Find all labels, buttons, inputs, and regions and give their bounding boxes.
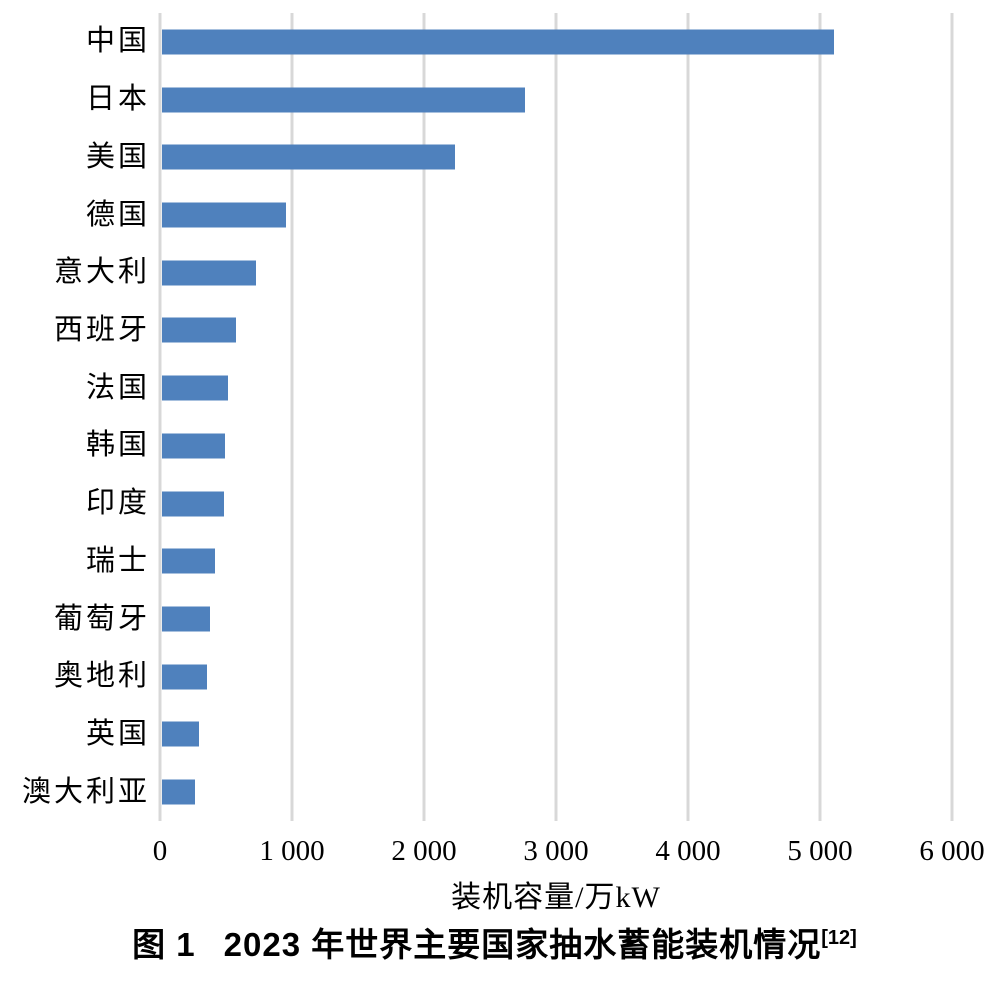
bar-track [162,590,954,648]
capacity-bar [162,606,211,632]
bar-track [162,417,954,475]
gridline-1000 [290,13,294,821]
x-tick-label: 4 000 [655,835,721,867]
x-axis-ticks: 0 1 000 2 000 3 000 4 000 5 000 6 000 [153,833,985,869]
bar-row: 英国 [0,706,989,764]
x-tick-label: 0 [152,835,168,867]
bar-track [162,359,954,417]
category-label: 印度 [85,487,150,520]
category-label: 葡萄牙 [53,602,150,635]
caption-text: 2023 年世界主要国家抽水蓄能装机情况 [223,926,822,963]
bar-track [162,532,954,590]
bar-track [162,128,954,186]
bar-row: 法国 [0,359,989,417]
bar-row: 德国 [0,186,989,244]
bar-row: 印度 [0,475,989,533]
x-tick-label: 1 000 [259,835,325,867]
figure-caption: 图 1 2023 年世界主要国家抽水蓄能装机情况[12] [0,918,989,966]
caption-citation: [12] [821,927,857,949]
capacity-bar [162,548,215,574]
capacity-bar [162,87,525,113]
gridline-3000 [554,13,558,821]
capacity-bar [162,721,199,747]
bar-row: 西班牙 [0,302,989,360]
capacity-bar [162,433,225,459]
bar-track [162,244,954,302]
capacity-bar [162,29,835,55]
category-label: 瑞士 [85,544,150,577]
x-axis-title: 装机容量/万kW [451,881,661,914]
capacity-bar [162,491,225,517]
gridline-4000 [686,13,690,821]
gridline-0 [158,13,162,821]
capacity-bar [162,144,456,170]
plot-area [158,13,954,821]
gridline-5000 [818,13,822,821]
category-label: 韩国 [85,429,150,462]
caption-label: 图 1 [132,926,196,963]
capacity-bar [162,779,195,805]
category-label: 中国 [85,25,150,58]
category-label: 日本 [85,83,150,116]
bar-track [162,186,954,244]
x-tick-label: 3 000 [523,835,589,867]
category-label: 澳大利亚 [21,775,150,808]
bar-row: 意大利 [0,244,989,302]
capacity-bar [162,375,228,401]
category-label: 奥地利 [53,660,150,693]
bar-track [162,763,954,821]
category-label: 意大利 [53,256,150,289]
x-tick-label: 5 000 [787,835,853,867]
bar-track [162,13,954,71]
bar-row: 中国 [0,13,989,71]
category-label: 德国 [85,198,150,231]
capacity-bar [162,664,207,690]
bar-row: 葡萄牙 [0,590,989,648]
bar-row: 瑞士 [0,532,989,590]
category-label: 美国 [85,140,150,173]
bar-track [162,71,954,129]
bar-row: 澳大利亚 [0,763,989,821]
bar-track [162,648,954,706]
capacity-bar [162,202,287,228]
bar-row: 韩国 [0,417,989,475]
gridline-6000 [950,13,954,821]
x-tick-label: 2 000 [391,835,457,867]
category-label: 法国 [85,371,150,404]
capacity-bar [162,317,236,343]
category-label: 西班牙 [53,313,150,346]
bar-row: 日本 [0,71,989,129]
gridline-2000 [422,13,426,821]
bar-row: 奥地利 [0,648,989,706]
bar-row: 美国 [0,128,989,186]
category-label: 英国 [85,717,150,750]
bar-rows: 中国日本美国德国意大利西班牙法国韩国印度瑞士葡萄牙奥地利英国澳大利亚 [0,13,989,821]
x-tick-label: 6 000 [919,835,985,867]
bar-track [162,302,954,360]
capacity-bar [162,260,256,286]
bar-track [162,475,954,533]
bar-track [162,706,954,764]
